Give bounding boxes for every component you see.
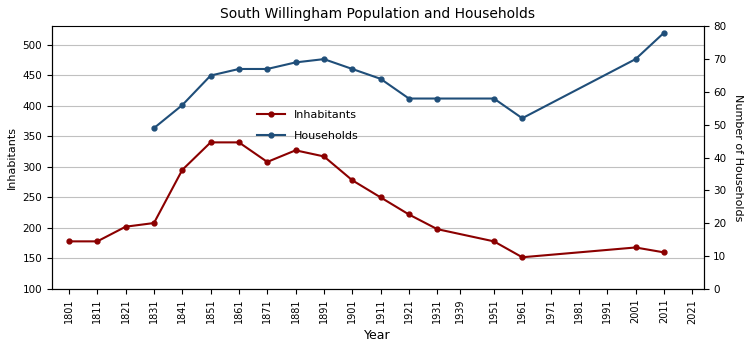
- X-axis label: Year: Year: [364, 329, 391, 342]
- Inhabitants: [376, 195, 385, 200]
- Inhabitants: [348, 178, 357, 183]
- Households: [518, 116, 526, 120]
- Households: [149, 126, 158, 130]
- Inhabitants: [518, 255, 526, 259]
- Legend: Inhabitants, Households: Inhabitants, Households: [253, 105, 363, 146]
- Households: [490, 96, 499, 101]
- Inhabitants: [235, 140, 244, 144]
- Inhabitants: [433, 227, 442, 231]
- Inhabitants: [490, 239, 499, 244]
- Line: Inhabitants: Inhabitants: [67, 140, 666, 260]
- Inhabitants: [64, 239, 74, 244]
- Inhabitants: [404, 213, 413, 217]
- Households: [631, 57, 640, 61]
- Inhabitants: [93, 239, 102, 244]
- Inhabitants: [291, 148, 300, 153]
- Households: [659, 31, 668, 35]
- Households: [235, 67, 244, 71]
- Households: [206, 73, 215, 77]
- Inhabitants: [262, 160, 272, 164]
- Households: [404, 96, 413, 101]
- Households: [433, 96, 442, 101]
- Households: [348, 67, 357, 71]
- Y-axis label: Number of Households: Number of Households: [733, 94, 743, 221]
- Y-axis label: Inhabitants: Inhabitants: [7, 126, 17, 189]
- Households: [320, 57, 328, 61]
- Households: [291, 60, 300, 65]
- Households: [178, 103, 187, 107]
- Inhabitants: [320, 154, 328, 158]
- Inhabitants: [178, 168, 187, 172]
- Households: [262, 67, 272, 71]
- Inhabitants: [631, 245, 640, 250]
- Households: [376, 77, 385, 81]
- Inhabitants: [122, 225, 130, 229]
- Line: Households: Households: [152, 30, 666, 131]
- Inhabitants: [659, 250, 668, 254]
- Inhabitants: [206, 140, 215, 144]
- Title: South Willingham Population and Households: South Willingham Population and Househol…: [220, 7, 536, 21]
- Inhabitants: [149, 221, 158, 225]
